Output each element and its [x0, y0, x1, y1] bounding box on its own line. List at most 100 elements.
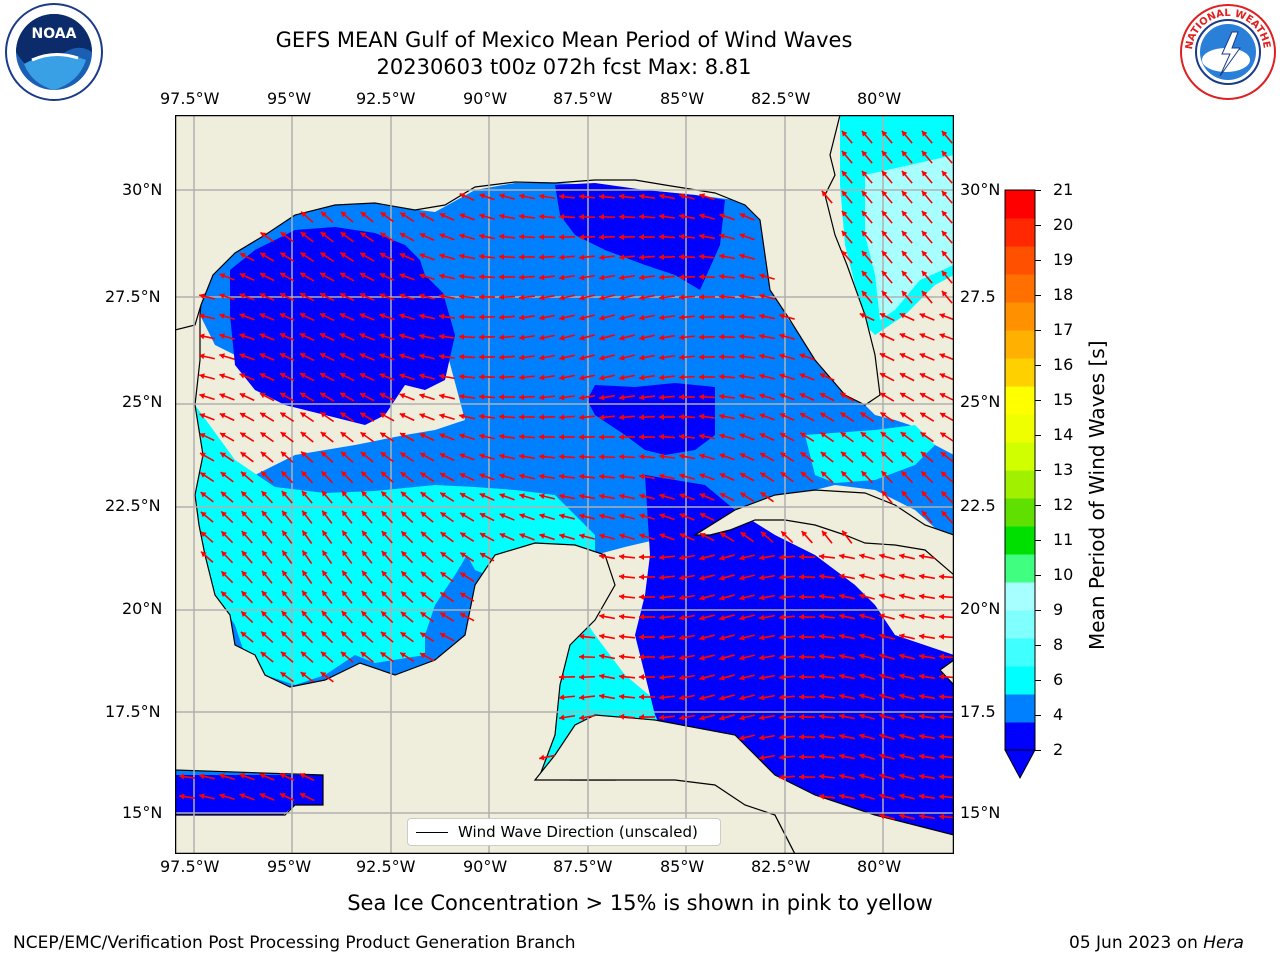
wind-wave-arrow	[618, 633, 636, 640]
wind-wave-arrow	[899, 352, 915, 362]
wind-wave-arrow	[679, 193, 695, 200]
wind-wave-arrow	[938, 793, 954, 800]
wind-wave-arrow	[618, 394, 636, 401]
wind-wave-arrow	[839, 633, 855, 640]
wind-wave-arrow	[678, 274, 696, 281]
wind-wave-arrow	[239, 252, 255, 262]
wind-wave-arrow	[419, 393, 435, 401]
wind-wave-arrow	[879, 693, 895, 700]
wind-wave-arrow	[778, 714, 796, 721]
wind-wave-arrow	[879, 392, 895, 402]
wind-wave-arrow	[339, 333, 355, 341]
wind-wave-arrow	[559, 294, 575, 301]
wind-wave-arrow	[498, 354, 516, 361]
wind-wave-arrow	[818, 753, 836, 760]
wind-wave-arrow	[359, 293, 375, 301]
wind-wave-arrow	[901, 190, 913, 204]
wind-wave-arrow	[938, 753, 954, 760]
wind-wave-arrow	[438, 293, 456, 300]
wind-wave-arrow	[219, 451, 235, 463]
wind-wave-arrow	[839, 593, 855, 600]
wind-wave-arrow	[939, 392, 954, 402]
wind-wave-arrow	[618, 493, 636, 500]
wind-wave-arrow	[658, 714, 676, 721]
wind-wave-arrow	[901, 250, 913, 264]
wind-wave-arrow	[459, 413, 475, 420]
wind-wave-arrow	[579, 334, 595, 341]
wind-wave-arrow	[419, 273, 435, 281]
wind-wave-arrow	[918, 573, 936, 580]
wind-wave-arrow	[240, 471, 254, 483]
wind-wave-arrow	[938, 653, 954, 660]
wind-wave-arrow	[719, 492, 735, 502]
wind-wave-arrow	[861, 170, 873, 184]
wind-wave-arrow	[281, 550, 293, 564]
wind-wave-arrow	[920, 470, 934, 484]
wind-wave-arrow	[420, 531, 434, 543]
wind-wave-arrow	[678, 354, 696, 361]
colorbar-segment	[1005, 722, 1035, 751]
wind-wave-arrow	[379, 432, 395, 442]
wind-wave-arrow	[559, 533, 575, 540]
wind-wave-arrow	[361, 550, 373, 564]
colorbar-tick-mark	[1035, 435, 1041, 436]
wind-wave-arrow	[758, 313, 776, 320]
colorbar-tick-label: 9	[1053, 600, 1064, 619]
wind-wave-arrow	[279, 252, 295, 262]
wind-wave-arrow	[719, 213, 735, 221]
wind-wave-arrow	[439, 233, 455, 241]
wind-wave-arrow	[598, 693, 616, 700]
wind-wave-arrow	[739, 654, 755, 661]
wind-wave-arrow	[618, 573, 636, 580]
wind-wave-arrow	[518, 233, 536, 240]
wind-wave-arrow	[718, 393, 736, 400]
wind-wave-arrow	[658, 254, 676, 261]
wind-wave-arrow	[598, 434, 616, 441]
wind-wave-arrow	[941, 170, 953, 184]
wind-wave-arrow	[678, 453, 696, 460]
wind-wave-arrow	[880, 470, 894, 484]
wind-wave-arrow	[200, 511, 214, 523]
wind-wave-arrow	[938, 733, 954, 740]
wind-wave-arrow	[798, 753, 816, 760]
wind-wave-arrow	[938, 573, 954, 580]
wind-wave-arrow	[259, 353, 275, 361]
wind-wave-arrow	[699, 193, 715, 201]
wind-wave-arrow	[498, 274, 516, 281]
wind-wave-arrow	[379, 232, 395, 242]
wind-wave-arrow	[901, 490, 913, 504]
wind-wave-arrow	[879, 733, 895, 740]
wind-wave-arrow	[498, 374, 516, 381]
wind-wave-arrow	[839, 613, 855, 620]
colorbar-tick-mark	[1035, 400, 1041, 401]
wind-wave-arrow	[361, 510, 373, 524]
wind-wave-arrow	[618, 274, 636, 281]
wind-wave-arrow	[220, 570, 234, 584]
colorbar-tick-mark	[1035, 540, 1041, 541]
wind-wave-arrow	[698, 253, 716, 260]
wind-wave-arrow	[859, 633, 875, 640]
wind-wave-arrow	[380, 471, 394, 483]
wind-wave-arrow	[658, 694, 676, 701]
wind-wave-arrow	[360, 211, 374, 223]
wind-wave-arrow	[738, 313, 756, 320]
wind-wave-arrow	[380, 590, 394, 604]
wind-wave-arrow	[300, 630, 314, 644]
wind-wave-arrow	[818, 553, 836, 560]
wind-wave-arrow	[321, 549, 333, 565]
cyan-band	[195, 405, 595, 685]
wind-wave-arrow	[919, 353, 935, 361]
wind-wave-arrow	[899, 593, 915, 600]
wind-wave-arrow	[841, 250, 853, 264]
wind-wave-arrow	[279, 411, 295, 423]
wind-wave-arrow	[578, 193, 596, 200]
colorbar-tick-label: 6	[1053, 670, 1064, 689]
wind-wave-arrow	[899, 613, 915, 620]
wind-wave-arrow	[239, 412, 255, 422]
wind-wave-arrow	[618, 414, 636, 421]
wind-wave-arrow	[220, 471, 234, 483]
wind-wave-arrow	[219, 273, 235, 281]
wind-wave-arrow	[698, 314, 716, 321]
wind-wave-arrow	[499, 453, 515, 460]
wind-wave-arrow	[918, 613, 936, 620]
